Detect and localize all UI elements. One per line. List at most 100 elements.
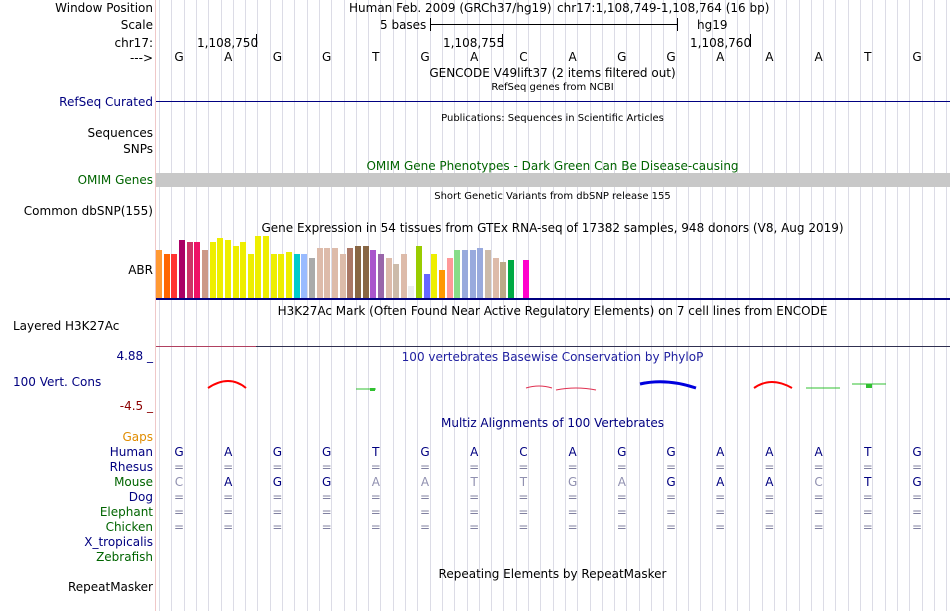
gtex-tissue-bar[interactable] [286,252,292,298]
gtex-tissue-bar[interactable] [194,242,200,298]
refseq-curated-label[interactable]: RefSeq Curated [59,95,153,109]
gtex-tissue-bar[interactable] [156,250,162,298]
omim-gene-bar[interactable] [156,173,950,187]
h3k27ac-baseline [256,346,950,347]
gtex-tissue-bar[interactable] [263,236,269,298]
alignment-base: = [616,460,627,474]
alignment-base: = [321,490,332,504]
reference-base: A [765,50,774,64]
gtex-tissue-bar[interactable] [240,242,246,298]
gtex-tissue-bar[interactable] [210,242,216,298]
gtex-tissue-bar[interactable] [493,258,499,298]
species-label[interactable]: X_tropicalis [84,535,153,549]
gtex-tissue-bar[interactable] [393,264,399,298]
gtex-tissue-bar[interactable] [370,250,376,298]
gtex-tissue-bar[interactable] [416,246,422,298]
gtex-tissue-bar[interactable] [386,258,392,298]
gtex-tissue-bar[interactable] [187,242,193,298]
vert-cons-label[interactable]: 100 Vert. Cons [13,375,102,389]
grid-line [676,0,677,611]
gtex-tissue-bar[interactable] [340,254,346,298]
alignment-base: = [370,505,381,519]
common-dbsnp-label[interactable]: Common dbSNP(155) [23,204,153,218]
abr-gene-label[interactable]: ABR [128,263,153,277]
alignment-base: = [518,460,529,474]
gtex-tissue-bar[interactable] [248,254,254,298]
gtex-tissue-bar[interactable] [355,246,361,298]
gtex-tissue-bar[interactable] [439,270,445,298]
grid-line [503,0,504,611]
gtex-tissue-bar[interactable] [408,286,414,298]
alignment-base: = [715,505,726,519]
gtex-tissue-bar[interactable] [301,254,307,298]
gtex-tissue-bar[interactable] [347,248,353,298]
gtex-tissue-bar[interactable] [179,240,185,298]
grid-line [270,0,271,611]
gtex-tissue-bar[interactable] [278,254,284,298]
species-label[interactable]: Dog [128,490,153,504]
alignment-base: = [419,520,431,534]
gtex-tissue-bar[interactable] [462,250,468,298]
layered-h3k27ac-label[interactable]: Layered H3K27Ac [13,319,120,333]
grid-line [233,0,234,611]
sequences-label[interactable]: Sequences [87,126,153,140]
gtex-tissue-bar[interactable] [217,238,223,298]
grid-line [184,0,185,611]
grid-line [540,0,541,611]
alignment-base: = [616,490,627,504]
scale-assembly-text: hg19 [697,18,728,32]
alignment-base: = [567,460,578,474]
gtex-tissue-bar[interactable] [202,250,208,298]
gtex-tissue-bar[interactable] [454,250,460,298]
gtex-tissue-bar[interactable] [500,262,506,298]
grid-line [356,0,357,611]
gtex-tissue-bar[interactable] [164,254,170,298]
grid-line [528,0,529,611]
omim-genes-label[interactable]: OMIM Genes [77,173,153,187]
gencode-track-title[interactable]: GENCODE V49lift37 (2 items filtered out) [429,66,676,80]
gtex-tissue-bar[interactable] [508,260,514,298]
species-label[interactable]: Rhesus [109,460,153,474]
gtex-tissue-bar[interactable] [470,250,476,298]
abr-gene-line[interactable] [156,298,950,300]
species-label[interactable]: Zebrafish [96,550,153,564]
gtex-tissue-bar[interactable] [317,248,323,298]
window-position-text[interactable]: chr17:1,108,749-1,108,764 (16 bp) [557,1,770,15]
gtex-tissue-bar[interactable] [255,236,261,298]
gtex-tissue-bar[interactable] [424,274,430,298]
gtex-tissue-bar[interactable] [401,254,407,298]
species-label[interactable]: Chicken [105,520,153,534]
gtex-tissue-bar[interactable] [477,248,483,298]
gtex-tissue-bar[interactable] [447,258,453,298]
alignment-base: A [765,475,774,489]
gtex-tissue-bar[interactable] [294,254,300,298]
gtex-tissue-bar[interactable] [485,250,491,298]
gtex-tissue-bar[interactable] [233,246,239,298]
grid-line [946,0,947,611]
species-label[interactable]: Human [109,445,153,459]
alignment-base: = [862,490,873,504]
gtex-tissue-bar[interactable] [523,260,529,298]
gtex-tissue-bar[interactable] [225,240,231,298]
gtex-tissue-bar[interactable] [378,254,384,298]
refseq-gene-line[interactable] [156,101,950,102]
snps-label[interactable]: SNPs [123,142,153,156]
gtex-tissue-bar[interactable] [431,254,437,298]
alignment-base: G [272,475,283,489]
repeatmasker-label[interactable]: RepeatMasker [67,580,153,594]
alignment-base: T [864,475,872,489]
grid-line [282,0,283,611]
gtex-track-title: Gene Expression in 54 tissues from GTEx … [261,221,844,235]
gtex-tissue-bar[interactable] [171,254,177,298]
gtex-tissue-bar[interactable] [363,246,369,298]
alignment-base: A [371,475,380,489]
alignment-base: = [419,505,431,519]
gtex-tissue-bar[interactable] [271,254,277,298]
species-label[interactable]: Elephant [99,505,153,519]
gtex-tissue-bar[interactable] [332,248,338,298]
gtex-tissue-bar[interactable] [309,258,315,298]
gtex-tissue-bar[interactable] [324,248,330,298]
species-label[interactable]: Mouse [114,475,153,489]
label-separator [155,0,156,611]
